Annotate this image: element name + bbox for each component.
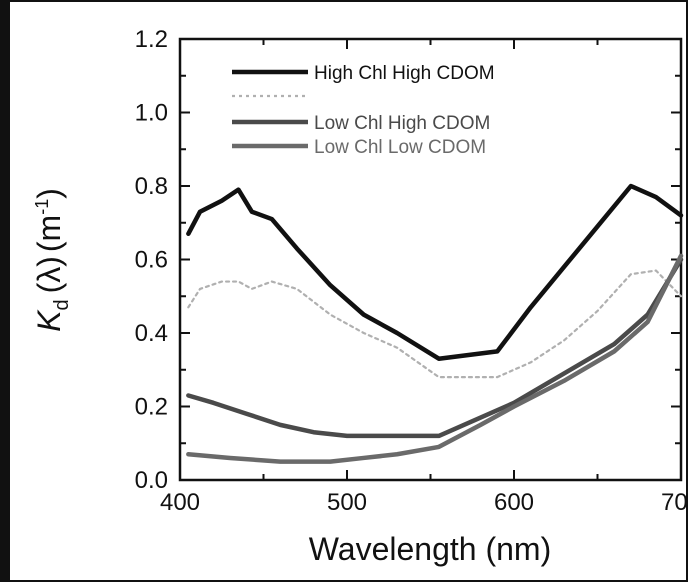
- y-axis-title: Kd (λ) (m-1): [31, 188, 73, 332]
- series-line-2: [187, 269, 683, 379]
- legend: High Chl High CDOM Low Chl High CDOM Low C…: [232, 63, 495, 158]
- axes-box: [178, 37, 683, 482]
- series-line-4: [186, 253, 684, 464]
- legend-label-4: Low Chl Low CDOM: [314, 137, 486, 158]
- x-tick-label: 400: [160, 489, 200, 516]
- x-axis-title: Wavelength (nm): [309, 531, 551, 567]
- legend-label-1: High Chl High CDOM: [314, 63, 495, 84]
- y-axis-lambda: (λ): [31, 256, 67, 293]
- series-line-3: [186, 257, 684, 439]
- x-tick-label: 700: [661, 489, 688, 516]
- y-tick-label: 0.0: [135, 467, 168, 494]
- y-tick-label: 1.2: [135, 26, 168, 53]
- series-line-1: [186, 183, 684, 361]
- y-tick-label: 0.2: [135, 394, 168, 421]
- y-axis-unit-exp: -1: [32, 199, 52, 215]
- y-axis: 0.0 0.2 0.4 0.6 0.8 1.0 1.2: [135, 26, 681, 494]
- plot-area: [178, 37, 683, 482]
- y-tick-label: 1.0: [135, 100, 168, 127]
- x-tick-label: 600: [494, 489, 534, 516]
- y-tick-label: 0.6: [135, 247, 168, 274]
- x-axis: 400 500 600 700: [160, 39, 688, 516]
- y-tick-label: 0.4: [135, 320, 168, 347]
- y-axis-unit-close: ): [31, 188, 67, 199]
- series-group: [186, 183, 684, 464]
- x-tick-label: 500: [327, 489, 367, 516]
- y-axis-symbol: K: [31, 309, 67, 332]
- y-axis-unit-open: (m: [31, 215, 67, 252]
- y-tick-label: 0.8: [135, 173, 168, 200]
- y-axis-subscript: d: [51, 299, 73, 310]
- legend-label-3: Low Chl High CDOM: [314, 113, 490, 134]
